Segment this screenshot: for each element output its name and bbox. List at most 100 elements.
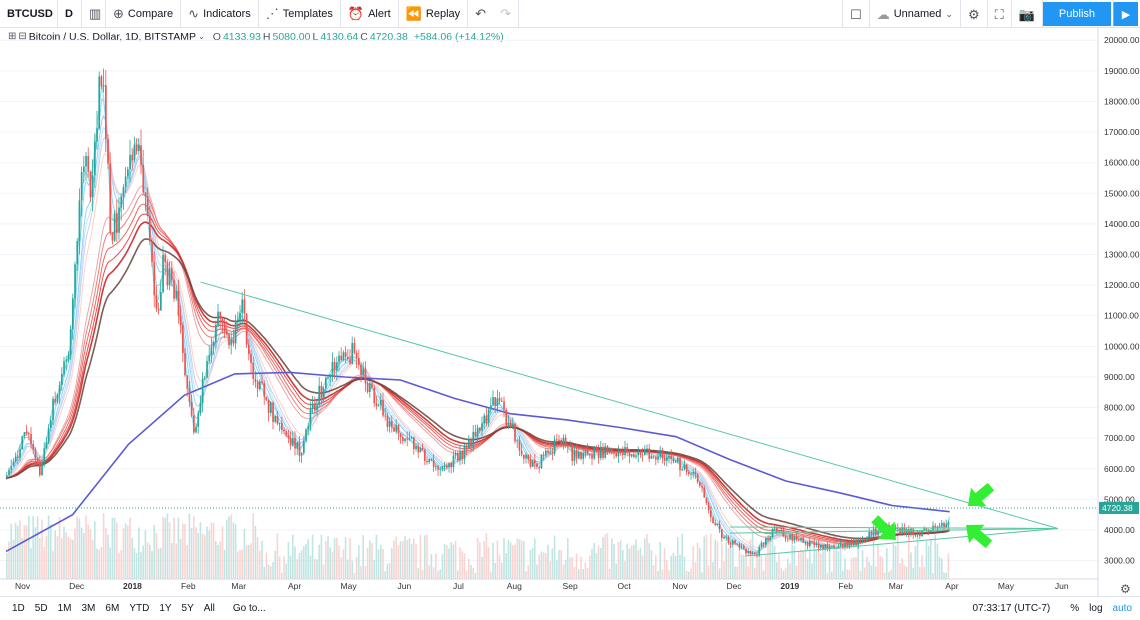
candle-body <box>696 474 699 483</box>
range-button-1m[interactable]: 1M <box>57 602 72 614</box>
candle-body <box>780 529 783 532</box>
fullscreen-button[interactable]: ⛶ <box>988 0 1012 28</box>
volume-bar <box>443 543 446 579</box>
legend-open-key: O <box>212 31 221 43</box>
volume-bar <box>120 549 122 579</box>
candle-body <box>179 315 182 326</box>
price-tick-label: 12000.00 <box>1104 280 1140 290</box>
percent-toggle[interactable]: % <box>1070 603 1080 614</box>
candle-body <box>663 458 666 461</box>
fullscreen-toggle[interactable]: ☐ <box>842 0 870 28</box>
volume-bar <box>868 561 870 579</box>
volume-bar <box>41 519 43 579</box>
candle-body <box>446 465 448 467</box>
price-axis[interactable]: 3000.00 4000.00 5000.00 6000.00 7000.00 8000.… <box>0 28 1140 596</box>
undo-button[interactable]: ↶ <box>468 0 493 28</box>
volume-bar <box>362 535 364 579</box>
candle-body <box>274 415 277 422</box>
volume-bar <box>503 538 505 579</box>
compare-button[interactable]: ⊕ Compare <box>106 0 182 28</box>
candle-body <box>47 427 50 443</box>
candle-body <box>129 154 131 170</box>
volume-bar <box>787 558 789 579</box>
candle-body <box>98 76 101 129</box>
range-button-3m[interactable]: 3M <box>81 602 96 614</box>
volume-bar <box>30 548 32 579</box>
volume-bar <box>146 542 149 579</box>
volume-bar <box>151 550 153 579</box>
price-tick-label: 15000.00 <box>1104 188 1140 198</box>
range-button-6m[interactable]: 6M <box>105 602 120 614</box>
volume-bar <box>485 533 488 579</box>
range-button-1d[interactable]: 1D <box>12 602 25 614</box>
redo-button[interactable]: ↷ <box>493 0 519 28</box>
candle-body <box>344 352 347 357</box>
candle-body <box>360 364 362 376</box>
volume-bar <box>417 567 419 579</box>
range-button-5d[interactable]: 5D <box>34 602 48 614</box>
auto-toggle[interactable]: auto <box>1112 603 1132 614</box>
volume-bar <box>399 541 402 579</box>
candle-body <box>666 457 668 461</box>
volume-bar <box>366 547 369 579</box>
expand-legend-icon[interactable]: ⊞ <box>8 31 17 42</box>
candle-body <box>703 487 706 498</box>
candle-body <box>226 331 228 335</box>
indicators-button[interactable]: ∿ Indicators <box>181 0 259 28</box>
replay-button[interactable]: ⏪ Replay <box>399 0 469 28</box>
candle-body <box>919 534 921 537</box>
volume-bar <box>168 522 171 579</box>
chevron-down-icon[interactable]: ⌄ <box>198 32 205 41</box>
settings-gear-icon[interactable]: ⚙ <box>1120 582 1131 596</box>
candle-body <box>652 456 655 458</box>
volume-bar <box>19 520 21 579</box>
templates-button[interactable]: ⋰ Templates <box>259 0 341 28</box>
range-button-5y[interactable]: 5Y <box>181 602 194 614</box>
volume-bar <box>666 560 668 579</box>
volume-bar <box>877 544 879 579</box>
candle-body <box>657 456 659 460</box>
publish-button[interactable]: Publish <box>1042 2 1111 26</box>
candle-body <box>776 528 778 532</box>
goto-button[interactable]: Go to... <box>232 602 266 614</box>
volume-bar <box>311 534 314 579</box>
volume-bar <box>615 563 617 579</box>
range-button-all[interactable]: All <box>203 602 215 614</box>
collapse-legend-icon[interactable]: ⊟ <box>18 31 27 42</box>
candle-body <box>765 538 767 545</box>
candle-body <box>615 453 618 457</box>
time-axis[interactable]: Nov Dec 2018 Feb Mar Apr May Jun Jul Aug Sep Oct Nov… <box>0 578 1098 591</box>
candle-body <box>644 448 646 456</box>
volume-bar <box>487 547 490 579</box>
symbol-search[interactable]: BTCUSD <box>0 0 58 28</box>
volume-bar <box>441 554 444 579</box>
volume-bar <box>153 524 155 579</box>
candle-body <box>395 424 398 432</box>
interval-button[interactable]: D <box>58 0 82 28</box>
range-button-1y[interactable]: 1Y <box>159 602 172 614</box>
log-toggle[interactable]: log <box>1089 603 1103 614</box>
range-button-ytd[interactable]: YTD <box>129 602 150 614</box>
ema-line <box>5 213 950 543</box>
volume-bar <box>470 564 472 579</box>
volume-bar <box>611 538 613 579</box>
candle-body <box>529 459 532 467</box>
volume-bar <box>729 535 732 579</box>
chart-type-button[interactable]: ▥ <box>82 0 106 28</box>
volume-bar <box>171 543 173 579</box>
price-tick-label: 19000.00 <box>1104 66 1140 76</box>
price-chart[interactable]: 3000.00 4000.00 5000.00 6000.00 7000.00 8000.… <box>0 28 1140 596</box>
publish-play-button[interactable]: ▶ <box>1113 2 1138 26</box>
volume-bar <box>305 543 307 579</box>
snapshot-button[interactable]: 📷 <box>1012 0 1043 28</box>
volume-bar <box>736 566 738 579</box>
settings-button[interactable]: ⚙ <box>961 0 988 28</box>
layout-menu[interactable]: ☁ Unnamed ⌄ <box>870 0 961 28</box>
alert-button[interactable]: ⏰ Alert <box>341 0 399 28</box>
ema-line <box>5 238 950 540</box>
candle-body <box>201 378 204 404</box>
candle-body <box>749 550 752 555</box>
volume-bar <box>210 522 213 579</box>
candle-body <box>267 399 270 413</box>
volume-bar <box>855 557 857 579</box>
